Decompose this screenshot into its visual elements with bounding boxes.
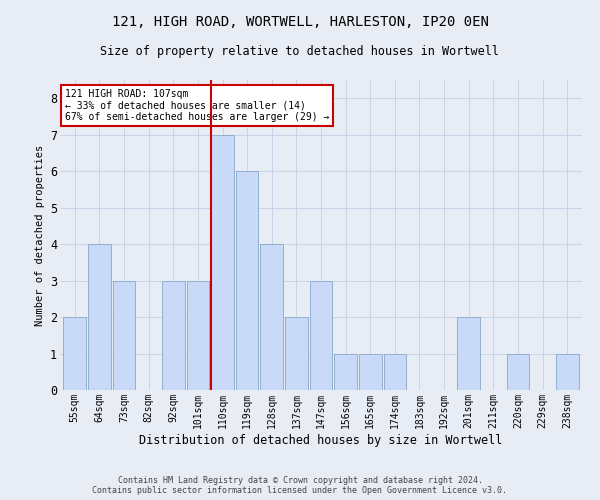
Bar bbox=[88, 244, 111, 390]
Bar bbox=[260, 244, 283, 390]
Bar bbox=[211, 134, 234, 390]
Bar bbox=[162, 280, 185, 390]
Bar bbox=[285, 317, 308, 390]
Bar bbox=[334, 354, 357, 390]
Bar bbox=[556, 354, 578, 390]
Bar bbox=[187, 280, 209, 390]
X-axis label: Distribution of detached houses by size in Wortwell: Distribution of detached houses by size … bbox=[139, 434, 503, 446]
Text: 121, HIGH ROAD, WORTWELL, HARLESTON, IP20 0EN: 121, HIGH ROAD, WORTWELL, HARLESTON, IP2… bbox=[112, 15, 488, 29]
Text: Contains HM Land Registry data © Crown copyright and database right 2024.
Contai: Contains HM Land Registry data © Crown c… bbox=[92, 476, 508, 495]
Bar bbox=[310, 280, 332, 390]
Bar bbox=[113, 280, 136, 390]
Text: Size of property relative to detached houses in Wortwell: Size of property relative to detached ho… bbox=[101, 45, 499, 58]
Bar bbox=[359, 354, 382, 390]
Y-axis label: Number of detached properties: Number of detached properties bbox=[35, 144, 44, 326]
Bar bbox=[64, 317, 86, 390]
Bar bbox=[383, 354, 406, 390]
Bar bbox=[506, 354, 529, 390]
Text: 121 HIGH ROAD: 107sqm
← 33% of detached houses are smaller (14)
67% of semi-deta: 121 HIGH ROAD: 107sqm ← 33% of detached … bbox=[65, 90, 329, 122]
Bar bbox=[236, 171, 259, 390]
Bar bbox=[457, 317, 480, 390]
